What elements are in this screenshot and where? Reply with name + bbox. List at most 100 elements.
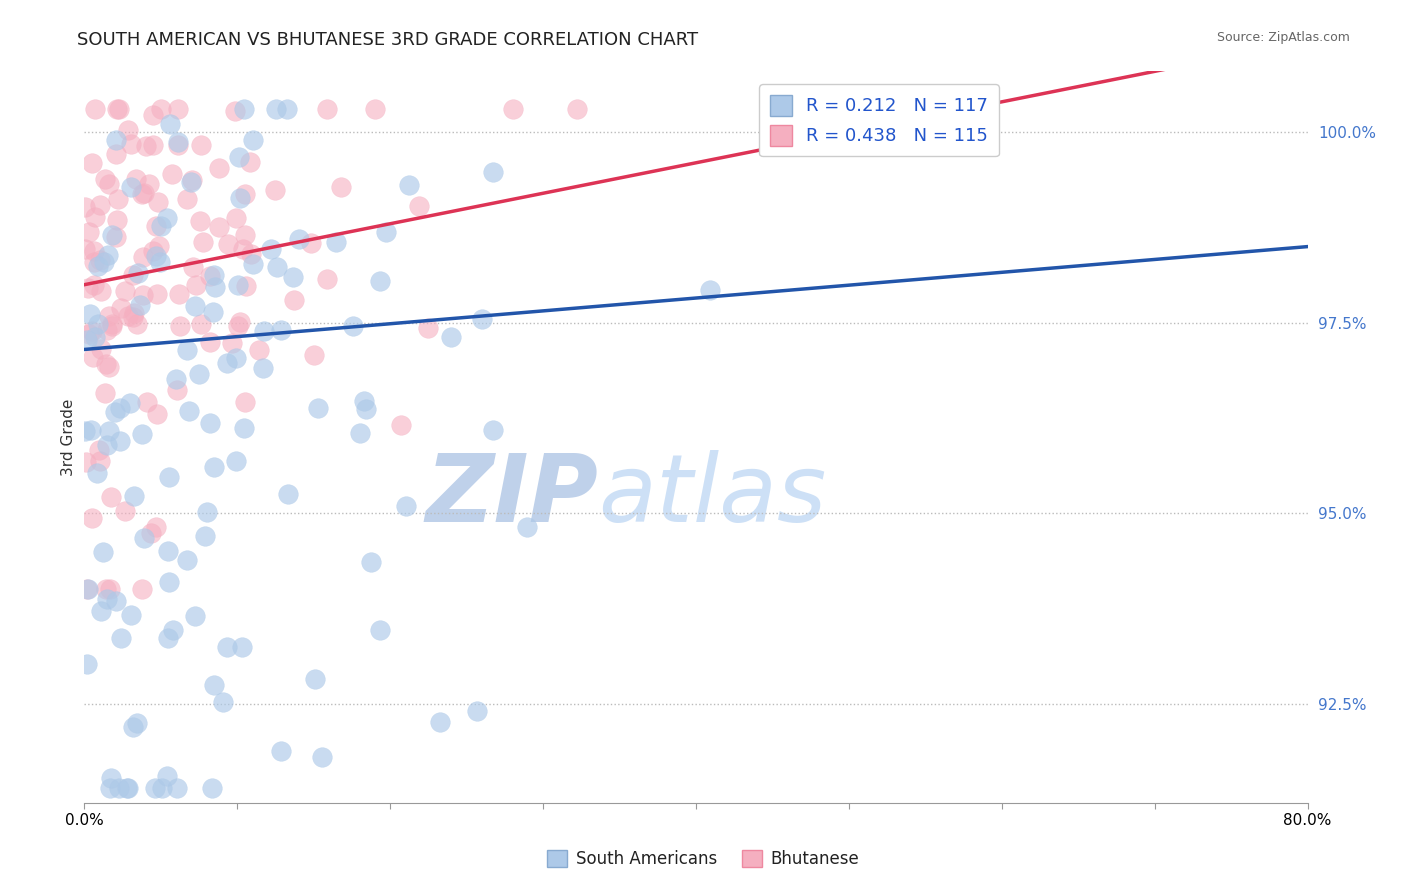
Point bbox=[129, 298, 152, 312]
Point bbox=[82, 350, 104, 364]
Point bbox=[215, 356, 238, 370]
Point bbox=[80, 324, 103, 338]
Point bbox=[156, 211, 179, 225]
Point bbox=[142, 138, 165, 153]
Point bbox=[204, 280, 226, 294]
Point bbox=[135, 138, 157, 153]
Point bbox=[124, 489, 146, 503]
Point bbox=[97, 177, 120, 191]
Point bbox=[198, 416, 221, 430]
Point bbox=[149, 254, 172, 268]
Point bbox=[76, 333, 98, 347]
Point bbox=[242, 257, 264, 271]
Point bbox=[75, 424, 97, 438]
Point bbox=[225, 351, 247, 365]
Point bbox=[145, 249, 167, 263]
Point bbox=[353, 394, 375, 409]
Y-axis label: 3rd Grade: 3rd Grade bbox=[60, 399, 76, 475]
Point bbox=[76, 582, 98, 597]
Point bbox=[202, 268, 225, 283]
Point bbox=[180, 175, 202, 189]
Point bbox=[131, 186, 153, 201]
Point bbox=[77, 225, 100, 239]
Point bbox=[145, 519, 167, 533]
Point bbox=[364, 103, 387, 117]
Point bbox=[98, 359, 121, 374]
Point bbox=[110, 301, 132, 315]
Point bbox=[283, 293, 305, 308]
Point bbox=[93, 254, 115, 268]
Point bbox=[276, 103, 298, 117]
Point bbox=[315, 272, 337, 286]
Point bbox=[89, 198, 111, 212]
Point bbox=[110, 632, 132, 646]
Point bbox=[217, 236, 239, 251]
Point bbox=[131, 582, 153, 597]
Point bbox=[80, 156, 103, 170]
Point bbox=[181, 172, 204, 186]
Point bbox=[100, 772, 122, 786]
Point bbox=[202, 678, 225, 692]
Point bbox=[186, 278, 208, 293]
Point bbox=[157, 575, 180, 590]
Point bbox=[201, 780, 224, 795]
Point bbox=[270, 323, 292, 337]
Point bbox=[184, 299, 207, 313]
Point bbox=[181, 260, 204, 274]
Point bbox=[252, 324, 274, 338]
Point bbox=[188, 214, 211, 228]
Point bbox=[120, 179, 142, 194]
Point bbox=[100, 318, 122, 333]
Point bbox=[101, 227, 124, 242]
Point bbox=[122, 306, 145, 320]
Point bbox=[100, 491, 122, 505]
Point bbox=[76, 582, 98, 597]
Point bbox=[325, 235, 347, 250]
Point bbox=[114, 504, 136, 518]
Point bbox=[125, 317, 148, 331]
Point bbox=[228, 318, 250, 333]
Point bbox=[232, 420, 254, 434]
Point bbox=[202, 304, 225, 318]
Point bbox=[266, 260, 288, 275]
Point bbox=[389, 418, 412, 433]
Point bbox=[229, 191, 252, 205]
Point bbox=[190, 137, 212, 152]
Point bbox=[150, 780, 173, 795]
Point bbox=[146, 195, 169, 210]
Point bbox=[107, 780, 129, 795]
Point bbox=[471, 312, 494, 326]
Point bbox=[75, 455, 97, 469]
Point bbox=[224, 103, 246, 118]
Point bbox=[208, 220, 231, 235]
Point bbox=[231, 640, 253, 654]
Point bbox=[120, 396, 142, 410]
Point bbox=[105, 103, 128, 117]
Point bbox=[235, 279, 257, 293]
Legend: R = 0.212   N = 117, R = 0.438   N = 115: R = 0.212 N = 117, R = 0.438 N = 115 bbox=[759, 84, 998, 156]
Point bbox=[360, 555, 382, 569]
Point bbox=[481, 423, 503, 437]
Point bbox=[146, 407, 169, 421]
Point bbox=[83, 255, 105, 269]
Point bbox=[226, 278, 249, 293]
Point bbox=[370, 274, 392, 288]
Point bbox=[342, 319, 364, 334]
Point bbox=[176, 553, 198, 567]
Point bbox=[114, 285, 136, 299]
Point bbox=[127, 266, 149, 280]
Point bbox=[264, 103, 287, 117]
Point bbox=[200, 334, 222, 349]
Point bbox=[408, 199, 430, 213]
Point bbox=[176, 192, 198, 206]
Point bbox=[398, 178, 420, 192]
Point bbox=[281, 269, 304, 284]
Point bbox=[304, 672, 326, 686]
Point bbox=[91, 545, 114, 559]
Point bbox=[131, 427, 153, 442]
Point bbox=[259, 243, 281, 257]
Point bbox=[516, 520, 538, 534]
Point bbox=[157, 469, 180, 483]
Point bbox=[699, 283, 721, 297]
Point bbox=[330, 180, 353, 194]
